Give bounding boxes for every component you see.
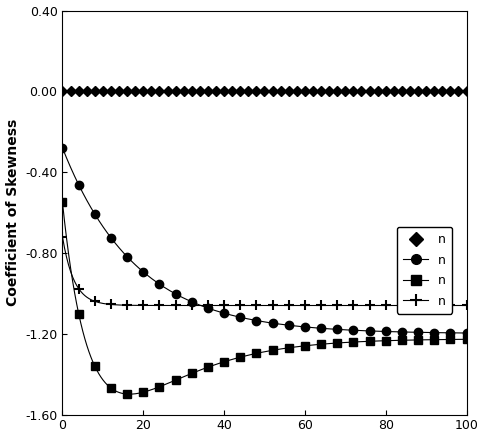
Y-axis label: Coefficient of Skewness: Coefficient of Skewness: [5, 119, 19, 306]
Legend: n, n, n, n: n, n, n, n: [397, 227, 452, 314]
